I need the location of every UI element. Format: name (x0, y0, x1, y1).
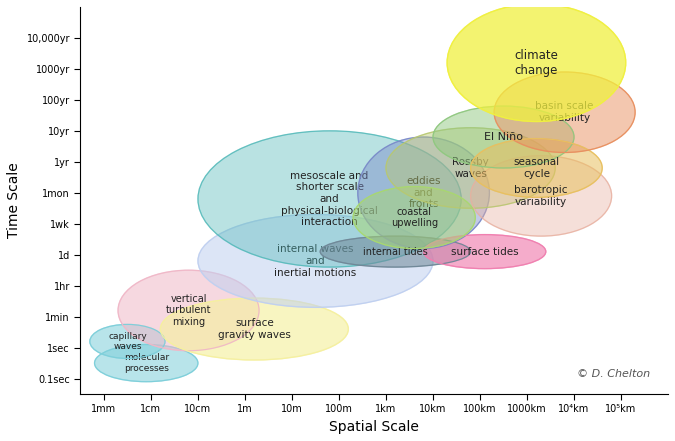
Ellipse shape (353, 187, 475, 249)
Text: El Niño: El Niño (484, 132, 523, 142)
Text: basin scale
variability: basin scale variability (535, 101, 594, 123)
Ellipse shape (198, 131, 461, 267)
Text: seasonal
cycle: seasonal cycle (514, 157, 560, 179)
X-axis label: Spatial Scale: Spatial Scale (329, 420, 419, 434)
Ellipse shape (320, 236, 470, 267)
Ellipse shape (470, 138, 602, 198)
Ellipse shape (386, 128, 556, 208)
Y-axis label: Time Scale: Time Scale (7, 163, 21, 239)
Text: vertical
turbulent
mixing: vertical turbulent mixing (166, 294, 211, 327)
Text: surface
gravity waves: surface gravity waves (218, 318, 291, 340)
Ellipse shape (470, 156, 612, 236)
Ellipse shape (494, 72, 635, 153)
Ellipse shape (358, 137, 489, 249)
Text: capillary
waves: capillary waves (108, 332, 146, 351)
Ellipse shape (433, 106, 574, 168)
Text: eddies
and
fronts: eddies and fronts (406, 176, 441, 209)
Ellipse shape (447, 4, 626, 122)
Text: coastal
upwelling: coastal upwelling (391, 207, 438, 228)
Ellipse shape (95, 344, 198, 382)
Text: surface tides: surface tides (451, 247, 518, 257)
Ellipse shape (424, 235, 546, 269)
Text: © D. Chelton: © D. Chelton (577, 369, 651, 378)
Ellipse shape (198, 214, 433, 307)
Text: climate
change: climate change (514, 49, 558, 77)
Text: internal waves
and
inertial motions: internal waves and inertial motions (274, 244, 356, 277)
Ellipse shape (90, 325, 165, 359)
Ellipse shape (118, 270, 259, 351)
Text: mesoscale and
shorter scale
and
physical-biological
interaction: mesoscale and shorter scale and physical… (281, 171, 378, 227)
Text: Rossby
waves: Rossby waves (452, 157, 489, 179)
Text: barotropic
variability: barotropic variability (514, 185, 568, 207)
Ellipse shape (161, 298, 348, 360)
Text: internal tides: internal tides (363, 247, 428, 257)
Text: molecular
processes: molecular processes (124, 353, 169, 373)
